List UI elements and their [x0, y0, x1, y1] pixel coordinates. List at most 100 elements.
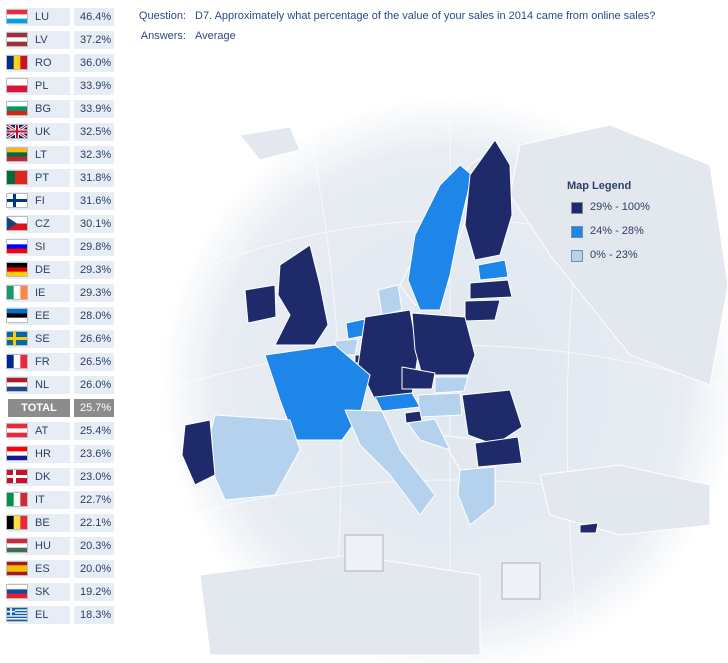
country-code-label: CZ [35, 218, 50, 230]
country-code-label: ES [35, 563, 50, 575]
region-cy [579, 522, 599, 534]
country-code-label: IE [35, 287, 46, 299]
flag-dk-icon [6, 469, 28, 484]
country-code-label: SI [35, 241, 46, 253]
flag-pt-icon [6, 170, 28, 185]
flag-pl-icon [6, 78, 28, 93]
country-code-label: EE [35, 310, 50, 322]
answers-text: Average [195, 30, 236, 42]
question-header: Question: D7. Approximately what percent… [128, 10, 728, 50]
value-cell: 31.8% [74, 169, 114, 187]
region-iceland [239, 126, 301, 161]
value-cell: 25.7% [74, 399, 114, 417]
country-row-dk: DK 23.0% [4, 468, 114, 491]
flag-de-icon [6, 262, 28, 277]
legend-label: 29% - 100% [590, 201, 650, 213]
region-north-africa [199, 554, 481, 656]
value-cell: 20.0% [74, 560, 114, 578]
region-it [344, 409, 436, 516]
region-dk [377, 284, 403, 316]
country-code-label: HU [35, 540, 51, 552]
region-cz [401, 366, 436, 390]
region-el [457, 466, 496, 526]
question-text: D7. Approximately what percentage of the… [195, 10, 656, 22]
country-row-ro: RO 36.0% [4, 54, 114, 77]
country-code-label: DK [35, 471, 51, 483]
region-russia [509, 124, 728, 386]
country-row-cz: CZ 30.1% [4, 215, 114, 238]
country-row-ee: EE 28.0% [4, 307, 114, 330]
country-code-label: LV [35, 34, 48, 46]
country-row-nl: NL 26.0% [4, 376, 114, 399]
country-row-hu: HU 20.3% [4, 537, 114, 560]
value-cell: 32.5% [74, 123, 114, 141]
legend-swatch [571, 202, 583, 214]
value-cell: 18.3% [74, 606, 114, 624]
country-row-pt: PT 31.8% [4, 169, 114, 192]
region-se [407, 164, 473, 311]
value-cell: 20.3% [74, 537, 114, 555]
legend-item: 24% - 28% [560, 225, 644, 250]
region-hu [417, 392, 463, 418]
country-row-de: DE 29.3% [4, 261, 114, 284]
country-code: TOTAL [8, 399, 70, 417]
value-cell: 29.8% [74, 238, 114, 256]
flag-lt-icon [6, 147, 28, 162]
country-row-fi: FI 31.6% [4, 192, 114, 215]
flag-nl-icon [6, 377, 28, 392]
legend-item: 29% - 100% [560, 201, 650, 226]
flag-it-icon [6, 492, 28, 507]
country-row-pl: PL 33.9% [4, 77, 114, 100]
region-pt [181, 419, 216, 486]
country-code-label: SE [35, 333, 50, 345]
flag-hu-icon [6, 538, 28, 553]
inset-box-1 [344, 534, 384, 572]
flag-bg-icon [6, 101, 28, 116]
value-cell: 29.3% [74, 261, 114, 279]
region-fr [264, 344, 371, 441]
flag-es-icon [6, 561, 28, 576]
inset-boxes [344, 534, 541, 600]
country-row-it: IT 22.7% [4, 491, 114, 514]
country-row-es: ES 20.0% [4, 560, 114, 583]
flag-el-icon [6, 607, 28, 622]
flag-ie-icon [6, 285, 28, 300]
country-row-hr: HR 23.6% [4, 445, 114, 468]
country-code-label: PT [35, 172, 50, 184]
map-legend: Map Legend 29% - 100% 24% - 28% 0% - 23% [560, 180, 650, 274]
country-code-label: RO [35, 57, 52, 69]
value-cell: 31.6% [74, 192, 114, 210]
region-lt [464, 299, 501, 322]
country-code-label: TOTAL [21, 402, 57, 414]
flag-cz-icon [6, 216, 28, 231]
flag-si-icon [6, 239, 28, 254]
country-code-label: LT [35, 149, 48, 161]
flag-lv-icon [6, 32, 28, 47]
country-code-label: PL [35, 80, 49, 92]
legend-swatch [571, 250, 583, 262]
country-row-se: SE 26.6% [4, 330, 114, 353]
region-bg [474, 436, 523, 468]
country-code-label: HR [35, 448, 51, 460]
country-code-label: UK [35, 126, 51, 138]
country-row-at: AT 25.4% [4, 422, 114, 445]
flag-se-icon [6, 331, 28, 346]
region-pl [411, 312, 476, 376]
flag-be-icon [6, 515, 28, 530]
legend-swatch [571, 226, 583, 238]
region-uk [274, 244, 329, 346]
total-row: TOTAL 25.7% [4, 399, 114, 422]
region-ie [244, 284, 277, 324]
country-row-lt: LT 32.3% [4, 146, 114, 169]
flag-uk-icon [6, 124, 28, 139]
country-code-label: BG [35, 103, 51, 115]
country-code-label: NL [35, 379, 50, 391]
country-row-lv: LV 37.2% [4, 31, 114, 54]
flag-at-icon [6, 423, 28, 438]
value-cell: 33.9% [74, 77, 114, 95]
value-cell: 19.2% [74, 583, 114, 601]
country-row-uk: UK 32.5% [4, 123, 114, 146]
country-code-label: AT [35, 425, 49, 437]
flag-fr-icon [6, 354, 28, 369]
legend-label: 24% - 28% [590, 225, 644, 237]
